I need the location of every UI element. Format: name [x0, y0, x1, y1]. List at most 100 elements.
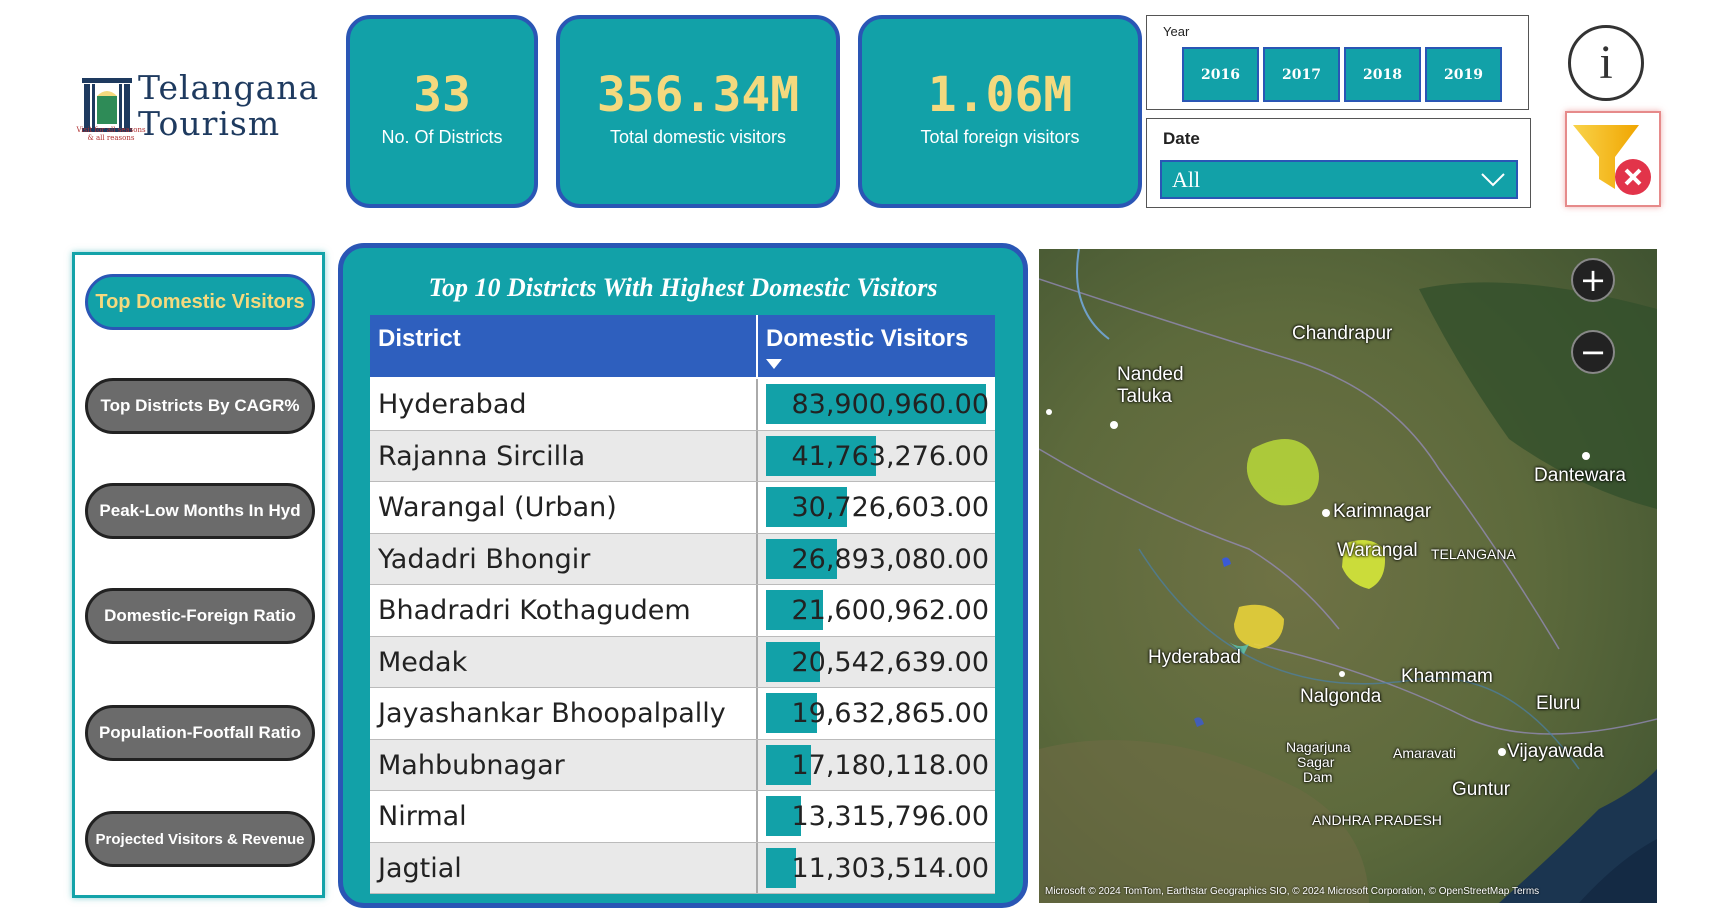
map-label-hyderabad: Hyderabad [1148, 647, 1241, 668]
info-button[interactable]: i [1568, 25, 1644, 101]
visitors-value: 21,600,962.00 [791, 595, 989, 626]
table-row[interactable]: Jagtial 11,303,514.00 [370, 842, 995, 894]
visitors-value: 17,180,118.00 [791, 749, 989, 781]
year-button-2017[interactable]: 2017 [1263, 47, 1340, 102]
domestic-visitors-cell: 41,763,276.00 [758, 431, 995, 482]
table-header: District Domestic Visitors [370, 315, 995, 379]
map-label-khammam: Khammam [1401, 666, 1493, 687]
year-button-2018[interactable]: 2018 [1344, 47, 1421, 102]
date-dropdown[interactable]: All [1160, 160, 1518, 199]
kpi-label: Total domestic visitors [609, 127, 787, 147]
table-row[interactable]: Mahbubnagar 17,180,118.00 [370, 739, 995, 791]
map-label-warangal: Warangal [1337, 540, 1418, 561]
year-slicer: Year 2016 2017 2018 2019 [1146, 15, 1529, 110]
domestic-visitors-cell: 30,726,603.00 [758, 482, 995, 533]
data-bar [766, 641, 820, 682]
visitors-value: 30,726,603.00 [791, 492, 989, 523]
data-bar [766, 538, 837, 579]
column-header-domestic-visitors[interactable]: Domestic Visitors [758, 315, 995, 377]
map-label-eluru: Eluru [1536, 693, 1581, 714]
kpi-value: 1.06M [927, 67, 1073, 123]
district-cell: Medak [370, 636, 758, 687]
clear-filters-button[interactable] [1565, 111, 1661, 207]
logo-brand-line2: Tourism [138, 104, 281, 143]
map-label-andhra-pradesh: ANDHRA PRADESH [1312, 812, 1442, 828]
data-bar [766, 796, 801, 836]
district-cell: Yadadri Bhongir [370, 533, 758, 584]
domestic-visitors-cell: 20,542,639.00 [758, 637, 995, 688]
district-cell: Mahbubnagar [370, 739, 758, 790]
district-cell: Hyderabad [370, 379, 758, 430]
map-label-taluka: Taluka [1117, 386, 1172, 407]
map-label-dam: Dam [1303, 769, 1333, 785]
table-row[interactable]: Rajanna Sircilla 41,763,276.00 [370, 430, 995, 482]
domestic-visitors-cell: 17,180,118.00 [758, 740, 995, 791]
table-row[interactable]: Bhadradri Kothagudem 21,600,962.00 [370, 585, 995, 637]
nav-button-domestic-foreign-ratio[interactable]: Domestic-Foreign Ratio [85, 588, 315, 644]
map-label-dantewara: Dantewara [1534, 465, 1626, 486]
district-cell: Nirmal [370, 791, 758, 842]
district-cell: Jayashankar Bhoopalpally [370, 688, 758, 739]
nav-button-top-districts-by-cagr[interactable]: Top Districts By CAGR% [85, 378, 315, 434]
top-districts-table: District Domestic Visitors Hyderabad 83,9… [370, 315, 995, 894]
table-row[interactable]: Hyderabad 83,900,960.00 [370, 379, 995, 431]
visitors-value: 41,763,276.00 [791, 440, 989, 472]
map-label-chandrapur: Chandrapur [1292, 323, 1393, 344]
domestic-visitors-cell: 83,900,960.00 [758, 379, 995, 430]
telangana-tourism-logo: Telangana Tourism Visit for all seasons … [72, 70, 332, 150]
nav-button-projected-visitors-revenue[interactable]: Projected Visitors & Revenue [85, 811, 315, 867]
year-button-2019[interactable]: 2019 [1425, 47, 1502, 102]
visitors-value: 11,303,514.00 [791, 852, 989, 884]
domestic-visitors-cell: 26,893,080.00 [758, 534, 995, 585]
charminar-logo-icon [82, 78, 132, 132]
map-label-karimnagar: Karimnagar [1333, 501, 1432, 522]
kpi-value: 33 [413, 67, 471, 123]
clear-filter-icon [1573, 125, 1651, 195]
kpi-card-foreign-visitors: 1.06M Total foreign visitors [858, 15, 1142, 208]
domestic-visitors-cell: 13,315,796.00 [758, 791, 995, 842]
visitors-value: 13,315,796.00 [791, 801, 989, 832]
sort-descending-icon [766, 359, 782, 369]
map-label-nagarjuna: Nagarjuna [1286, 739, 1351, 755]
kpi-value: 356.34M [596, 67, 800, 123]
logo-tagline: Visit for all seasons & all reasons [76, 126, 146, 142]
visitors-value: 20,542,639.00 [791, 646, 989, 678]
table-row[interactable]: Nirmal 13,315,796.00 [370, 791, 995, 843]
map-terrain [1039, 249, 1657, 903]
table-title: Top 10 Districts With Highest Domestic V… [428, 273, 938, 302]
map-zoom-out-button[interactable]: − [1571, 330, 1615, 374]
nav-button-top-domestic-visitors[interactable]: Top Domestic Visitors [85, 274, 315, 330]
domestic-visitors-cell: 19,632,865.00 [758, 688, 995, 739]
table-row[interactable]: Jayashankar Bhoopalpally 19,632,865.00 [370, 688, 995, 740]
data-bar [766, 693, 818, 733]
navigation-panel: Top Domestic Visitors Top Districts By C… [72, 252, 325, 898]
date-slicer-title: Date [1163, 129, 1200, 148]
logo-brand-line1: Telangana [138, 68, 320, 107]
map-label-vijayawada: Vijayawada [1507, 741, 1604, 762]
nav-button-peak-low-months[interactable]: Peak-Low Months In Hyd [85, 483, 315, 539]
date-dropdown-value: All [1172, 167, 1201, 192]
kpi-card-domestic-visitors: 356.34M Total domestic visitors [556, 15, 840, 208]
date-slicer: Date All [1146, 118, 1531, 208]
data-bar [766, 590, 823, 630]
table-row[interactable]: Medak 20,542,639.00 [370, 636, 995, 688]
kpi-card-districts: 33 No. Of Districts [346, 15, 538, 208]
kpi-label: No. Of Districts [381, 127, 503, 147]
district-cell: Jagtial [370, 842, 758, 893]
kpi-label: Total foreign visitors [920, 127, 1080, 147]
map-label-guntur: Guntur [1452, 779, 1511, 800]
visitors-value: 19,632,865.00 [791, 698, 989, 729]
year-button-2016[interactable]: 2016 [1182, 47, 1259, 102]
column-header-district[interactable]: District [370, 315, 758, 377]
domestic-visitors-cell: 21,600,962.00 [758, 585, 995, 636]
district-map[interactable]: Chandrapur Nanded Taluka Dantewara Karim… [1039, 249, 1657, 903]
data-bar [766, 744, 812, 785]
map-zoom-in-button[interactable]: + [1571, 258, 1615, 302]
table-row[interactable]: Yadadri Bhongir 26,893,080.00 [370, 533, 995, 585]
table-row[interactable]: Warangal (Urban) 30,726,603.00 [370, 482, 995, 534]
domestic-visitors-cell: 11,303,514.00 [758, 843, 995, 894]
visitors-value: 26,893,080.00 [791, 543, 989, 575]
district-cell: Rajanna Sircilla [370, 430, 758, 481]
nav-button-population-footfall-ratio[interactable]: Population-Footfall Ratio [85, 705, 315, 761]
district-cell: Warangal (Urban) [370, 482, 758, 533]
